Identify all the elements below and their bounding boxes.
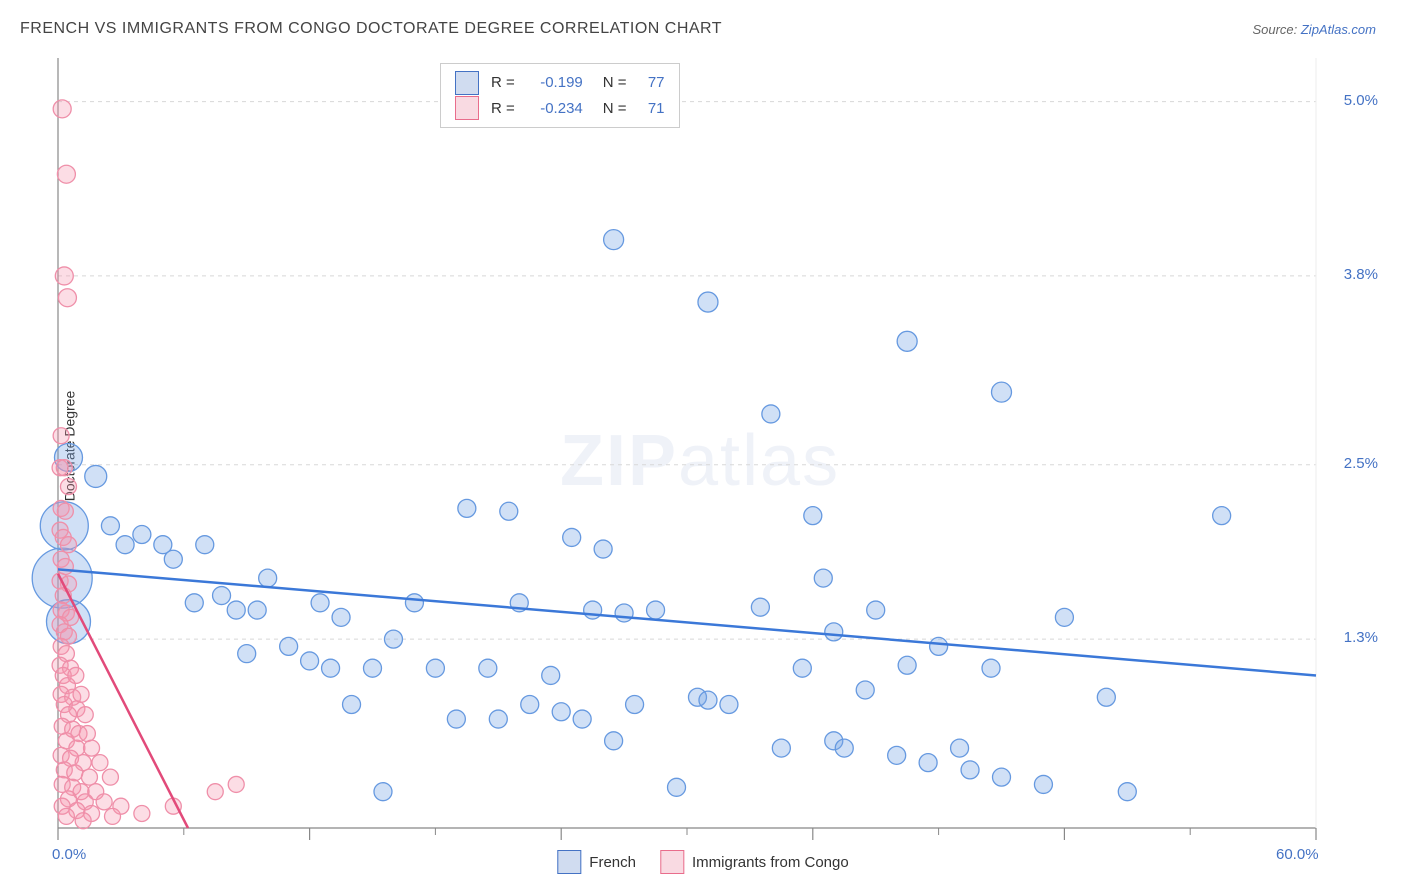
swatch-icon (455, 71, 479, 95)
legend-item-congo: Immigrants from Congo (660, 850, 849, 874)
scatter-chart (0, 0, 1406, 892)
stats-row-french: R = -0.199 N = 77 (455, 70, 665, 96)
stat-r-value: -0.199 (523, 70, 583, 96)
swatch-icon (557, 850, 581, 874)
legend-item-french: French (557, 850, 636, 874)
y-tick-label: 3.8% (1344, 266, 1378, 283)
bottom-legend: French Immigrants from Congo (557, 850, 848, 874)
x-tick-label: 60.0% (1276, 846, 1319, 863)
y-tick-label: 5.0% (1344, 92, 1378, 109)
stats-row-congo: R = -0.234 N = 71 (455, 96, 665, 122)
stat-n-value: 77 (635, 70, 665, 96)
stat-label-r: R = (491, 96, 515, 122)
stat-label-r: R = (491, 70, 515, 96)
x-tick-label: 0.0% (52, 846, 86, 863)
swatch-icon (455, 96, 479, 120)
legend-label: French (589, 854, 636, 871)
stat-label-n: N = (603, 70, 627, 96)
swatch-icon (660, 850, 684, 874)
stats-legend-box: R = -0.199 N = 77 R = -0.234 N = 71 (440, 63, 680, 128)
y-tick-label: 2.5% (1344, 455, 1378, 472)
stat-r-value: -0.234 (523, 96, 583, 122)
y-tick-label: 1.3% (1344, 629, 1378, 646)
legend-label: Immigrants from Congo (692, 854, 849, 871)
stat-n-value: 71 (635, 96, 665, 122)
stat-label-n: N = (603, 96, 627, 122)
